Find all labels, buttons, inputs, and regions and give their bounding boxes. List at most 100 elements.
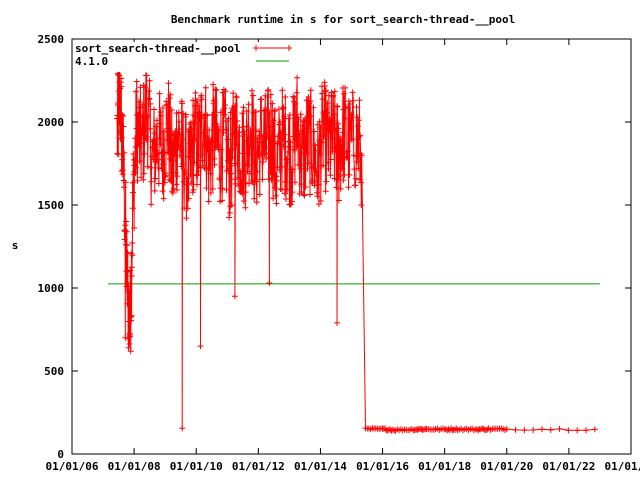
data-point — [521, 427, 528, 434]
data-point — [248, 87, 255, 94]
data-point — [328, 89, 335, 96]
data-point — [314, 121, 321, 128]
data-point — [270, 195, 277, 202]
data-point — [152, 138, 159, 145]
data-point — [297, 165, 304, 172]
y-axis-label: s — [12, 239, 19, 252]
data-point — [302, 184, 309, 191]
data-point — [170, 157, 177, 164]
data-point — [180, 110, 187, 117]
data-point — [334, 176, 341, 183]
data-point — [310, 104, 317, 111]
data-point — [159, 104, 166, 111]
data-point — [221, 111, 228, 118]
data-point — [204, 112, 211, 119]
data-point — [352, 175, 359, 182]
data-point — [240, 150, 247, 157]
data-point — [239, 110, 246, 117]
data-point — [222, 102, 229, 109]
data-point — [164, 136, 171, 143]
data-point — [164, 101, 171, 108]
data-point — [339, 129, 346, 136]
data-point — [120, 112, 127, 119]
data-point — [172, 169, 179, 176]
data-point — [245, 101, 252, 108]
data-point — [223, 126, 230, 133]
data-point — [345, 98, 352, 105]
data-point — [141, 170, 148, 177]
data-point — [263, 106, 270, 113]
data-point — [183, 215, 190, 222]
data-point — [312, 142, 319, 149]
data-point — [313, 172, 320, 179]
data-point — [259, 139, 266, 146]
data-point — [188, 125, 195, 132]
data-point — [351, 166, 358, 173]
data-point — [323, 178, 330, 185]
data-point — [302, 115, 309, 122]
data-point — [187, 171, 194, 178]
data-point — [218, 146, 225, 153]
data-point — [355, 165, 362, 172]
data-point — [556, 425, 563, 432]
data-point — [512, 426, 519, 433]
data-point — [179, 161, 186, 168]
data-point — [323, 121, 330, 128]
data-point — [136, 113, 143, 120]
data-point — [136, 158, 143, 165]
data-point — [246, 180, 252, 187]
data-point — [130, 189, 137, 196]
data-point — [179, 100, 186, 107]
chart-title: Benchmark runtime in s for sort_search-t… — [171, 13, 515, 26]
data-point — [231, 146, 238, 153]
data-point — [202, 84, 209, 91]
data-point — [248, 170, 255, 177]
x-tick-label: 01/01/20 — [480, 460, 533, 473]
data-point — [300, 191, 307, 198]
data-point — [358, 202, 365, 209]
data-point — [325, 159, 332, 166]
data-point — [331, 88, 338, 95]
data-point — [230, 106, 237, 113]
data-point — [127, 333, 134, 340]
data-point — [126, 289, 133, 296]
data-point — [246, 143, 253, 150]
data-point — [169, 140, 176, 147]
data-point — [118, 134, 125, 141]
data-point — [294, 142, 301, 149]
y-tick-label: 2500 — [38, 33, 65, 46]
data-point — [227, 170, 234, 177]
data-point — [220, 129, 227, 136]
data-point — [307, 191, 314, 198]
data-point — [336, 133, 343, 140]
data-point — [226, 209, 233, 216]
data-point — [229, 154, 236, 161]
x-tick-label: 01/01/14 — [294, 460, 347, 473]
data-point — [226, 214, 233, 221]
data-point — [345, 184, 352, 191]
legend-background — [74, 42, 288, 72]
data-point — [115, 88, 122, 95]
data-point — [268, 151, 275, 158]
data-point — [322, 87, 329, 94]
data-point — [305, 93, 312, 100]
data-point — [210, 81, 217, 88]
data-point — [123, 268, 130, 275]
data-point — [354, 123, 361, 130]
data-point — [158, 165, 165, 172]
data-point — [204, 135, 211, 142]
data-point — [152, 175, 159, 182]
data-point — [300, 142, 307, 149]
data-point — [183, 175, 190, 182]
data-point — [242, 189, 249, 196]
data-point — [207, 170, 214, 177]
data-point — [131, 156, 138, 163]
data-point — [318, 139, 325, 146]
data-point — [167, 91, 174, 98]
data-point — [312, 147, 319, 154]
data-point — [114, 112, 121, 119]
data-point — [574, 427, 581, 434]
data-point — [224, 136, 231, 143]
data-point — [231, 293, 238, 300]
data-point — [325, 165, 332, 172]
